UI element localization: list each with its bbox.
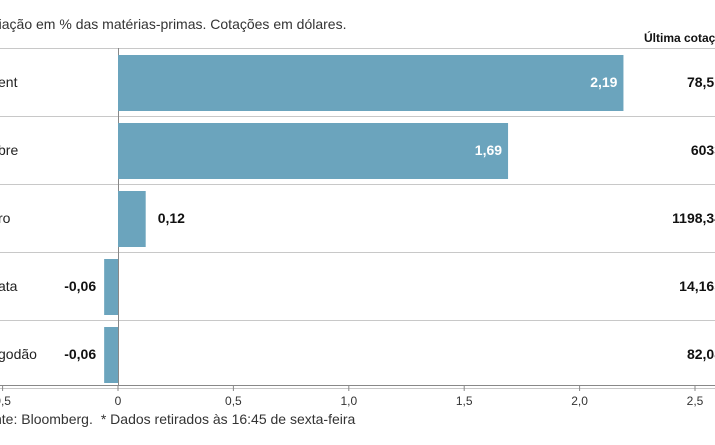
data-note: * Dados retirados às 16:45 de sexta-feir… <box>100 411 356 427</box>
x-tick-label: 1,5 <box>456 394 473 408</box>
value-label: 0,12 <box>158 210 185 226</box>
last-quote-value: 82,08 <box>687 346 715 362</box>
category-label: ata <box>0 278 18 294</box>
bar-chart: ent 2,19 78,51 bre 1,69 6033 ro 0,12 1198,34 ata -… <box>0 48 715 408</box>
bar <box>104 259 118 315</box>
category-label: ro <box>0 210 11 226</box>
value-label: 1,69 <box>475 142 502 158</box>
value-label: -0,06 <box>64 278 96 294</box>
last-quote-value: 1198,34 <box>672 210 715 226</box>
value-label: 2,19 <box>590 74 617 90</box>
bar <box>104 327 118 383</box>
category-label: bre <box>0 142 18 158</box>
x-tick-label: 0 <box>115 394 122 408</box>
x-tick-label: 0,5 <box>0 394 11 408</box>
chart-footer: nte: Bloomberg. * Dados retirados às 16:4… <box>0 411 355 427</box>
value-label: -0,06 <box>64 346 96 362</box>
bar <box>118 55 624 111</box>
last-quote-value: 14,165 <box>679 278 715 294</box>
x-tick-label: 2,0 <box>571 394 588 408</box>
category-label: ent <box>0 74 18 90</box>
chart-subtitle: riação em % das matérias-primas. Cotaçõe… <box>0 16 347 32</box>
bar <box>118 191 146 247</box>
bar <box>118 123 509 179</box>
x-tick-label: 2,5 <box>687 394 704 408</box>
last-quote-value: 6033 <box>691 142 715 158</box>
source-note: nte: Bloomberg. <box>0 411 93 427</box>
last-quote-value: 78,51 <box>687 74 715 90</box>
category-label: godão <box>0 346 37 362</box>
x-tick-label: 1,0 <box>340 394 357 408</box>
last-quote-header: Última cotaç <box>644 31 715 45</box>
x-tick-label: 0,5 <box>225 394 242 408</box>
